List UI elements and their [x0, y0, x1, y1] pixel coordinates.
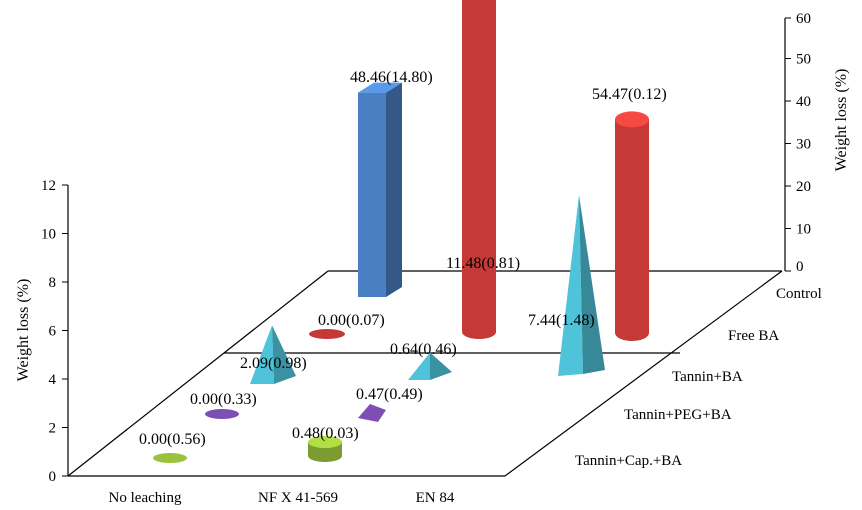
data-label-cap-nf: 0.48(0.03) — [292, 425, 359, 442]
right-tick-label: 0 — [796, 259, 804, 275]
cylinder-free-en-top — [615, 111, 649, 127]
depth-label: Tannin+BA — [672, 369, 743, 385]
left-tick-label: 4 — [49, 372, 57, 388]
box-free-nf-front — [358, 93, 386, 297]
data-label-free-en: 54.47(0.12) — [592, 86, 667, 103]
box-free-nf-side — [386, 83, 402, 297]
cylinder-free-en-bottom — [615, 325, 649, 341]
category-label: No leaching — [109, 490, 182, 506]
depth-label: Tannin+PEG+BA — [624, 407, 732, 423]
right-axis-ticks: 0 10 20 30 40 50 60 — [785, 11, 811, 275]
cylinder-bottom-cap — [308, 450, 342, 462]
category-label: EN 84 — [416, 490, 455, 506]
left-tick-label: 8 — [49, 275, 57, 291]
left-tick-label: 6 — [49, 324, 57, 340]
right-axis-title: Weight loss (%) — [833, 69, 850, 172]
left-axis-ticks: 0 2 4 6 8 10 12 — [41, 178, 68, 485]
data-label-peg-nf: 0.64(0.46) — [390, 341, 457, 358]
cylinder-free-en-side — [615, 119, 649, 333]
right-tick-label: 30 — [796, 137, 811, 153]
left-axis-title: Weight loss (%) — [15, 279, 32, 382]
depth-label: Tannin+Cap.+BA — [575, 453, 682, 469]
cylinder-tannin-nf-side — [462, 0, 496, 332]
data-label-peg-en: 7.44(1.48) — [528, 312, 595, 329]
depth-label: Control — [776, 286, 822, 302]
disc-cap — [153, 453, 187, 463]
right-tick-label: 10 — [796, 222, 811, 238]
left-tick-label: 0 — [49, 469, 57, 485]
disc-free-no-leaching — [309, 329, 345, 339]
data-label-free-nf: 48.46(14.80) — [350, 69, 433, 86]
disc-peg — [205, 409, 239, 419]
left-tick-label: 12 — [41, 178, 56, 194]
data-label-cap-en: 0.47(0.49) — [356, 386, 423, 403]
right-tick-label: 20 — [796, 179, 811, 195]
data-label-cap-no-leaching: 0.00(0.56) — [139, 431, 206, 448]
right-tick-label: 60 — [796, 11, 811, 27]
data-label-free-no-leaching: 0.00(0.07) — [318, 312, 385, 329]
cylinder-tannin-nf-bottom — [462, 325, 496, 339]
left-tick-label: 2 — [49, 421, 57, 437]
data-label-tannin-no-leaching: 2.09(0.98) — [240, 355, 307, 372]
depth-label: Free BA — [728, 328, 779, 344]
data-label-peg-no-leaching: 0.00(0.33) — [190, 391, 257, 408]
pyramid-peg-en — [558, 195, 583, 376]
left-tick-label: 10 — [41, 227, 56, 243]
right-tick-label: 50 — [796, 52, 811, 68]
right-tick-label: 40 — [796, 94, 811, 110]
disc-cap-en — [358, 404, 386, 422]
data-label-tannin-nf: 11.48(0.81) — [446, 255, 520, 272]
pyramid-peg-en-side — [579, 195, 605, 374]
category-label: NF X 41-569 — [258, 490, 338, 506]
